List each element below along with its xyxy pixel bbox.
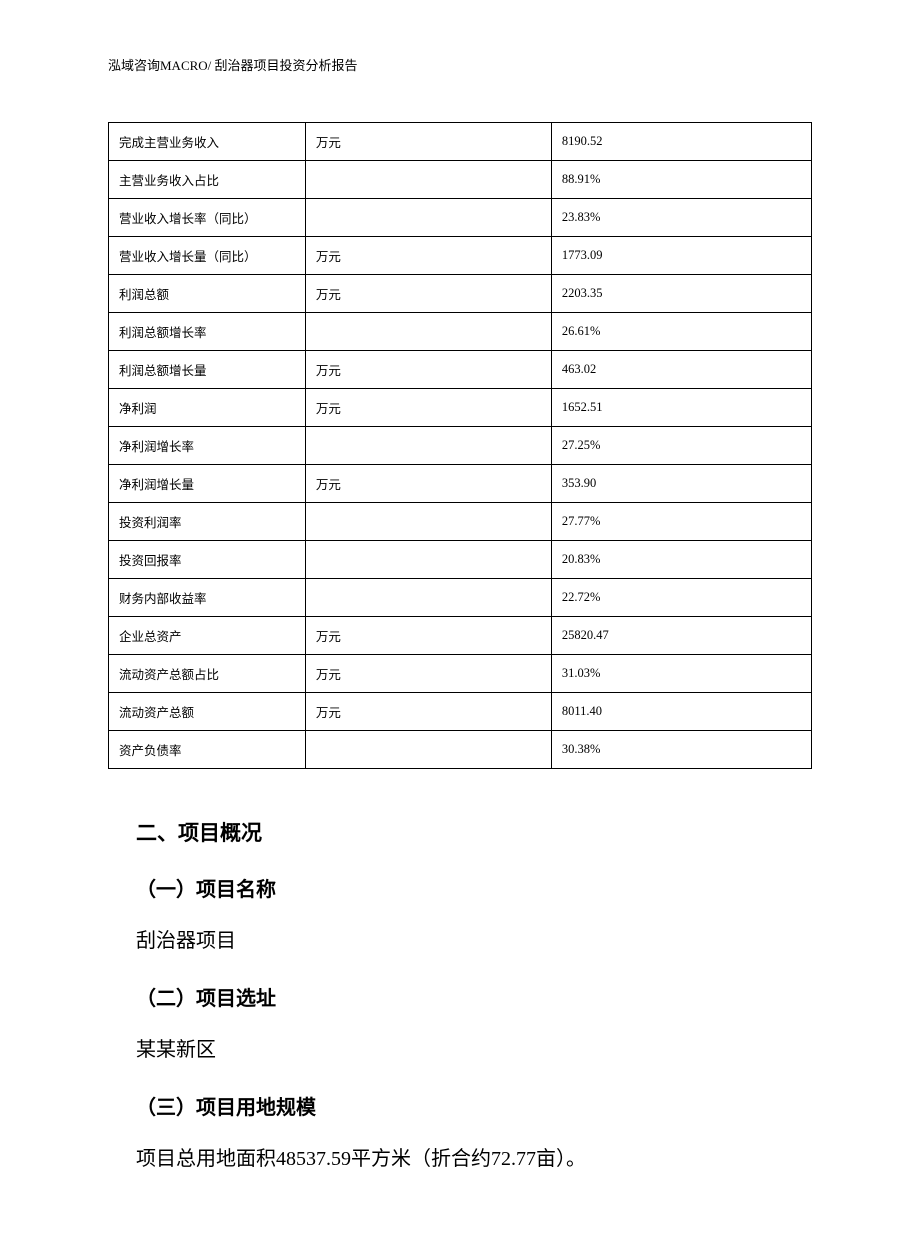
- table-row: 净利润增长率 27.25%: [109, 427, 812, 465]
- row-unit: 万元: [305, 237, 551, 275]
- subsection-heading-3: （三）项目用地规模: [136, 1091, 812, 1120]
- row-label: 流动资产总额: [109, 693, 306, 731]
- row-label: 营业收入增长量（同比）: [109, 237, 306, 275]
- row-unit: [305, 199, 551, 237]
- row-label: 利润总额增长量: [109, 351, 306, 389]
- table-row: 流动资产总额占比 万元 31.03%: [109, 655, 812, 693]
- row-label: 完成主营业务收入: [109, 123, 306, 161]
- table-body: 完成主营业务收入 万元 8190.52 主营业务收入占比 88.91% 营业收入…: [109, 123, 812, 769]
- content-section: 二、项目概况 （一）项目名称 刮治器项目 （二）项目选址 某某新区 （三）项目用…: [108, 817, 812, 1174]
- row-label: 财务内部收益率: [109, 579, 306, 617]
- table-row: 财务内部收益率 22.72%: [109, 579, 812, 617]
- subsection-text-2: 某某新区: [136, 1035, 812, 1065]
- table-row: 主营业务收入占比 88.91%: [109, 161, 812, 199]
- row-label: 主营业务收入占比: [109, 161, 306, 199]
- subsection-text-3: 项目总用地面积48537.59平方米（折合约72.77亩）。: [136, 1144, 812, 1174]
- row-value: 2203.35: [551, 275, 811, 313]
- row-unit: [305, 313, 551, 351]
- row-value: 26.61%: [551, 313, 811, 351]
- row-label: 投资回报率: [109, 541, 306, 579]
- row-unit: [305, 579, 551, 617]
- row-unit: 万元: [305, 655, 551, 693]
- row-label: 流动资产总额占比: [109, 655, 306, 693]
- table-row: 利润总额增长率 26.61%: [109, 313, 812, 351]
- row-label: 净利润: [109, 389, 306, 427]
- row-unit: [305, 503, 551, 541]
- row-value: 8190.52: [551, 123, 811, 161]
- row-unit: [305, 161, 551, 199]
- subsection-heading-2: （二）项目选址: [136, 982, 812, 1011]
- row-label: 利润总额: [109, 275, 306, 313]
- subsection-text-1: 刮治器项目: [136, 926, 812, 956]
- row-value: 8011.40: [551, 693, 811, 731]
- row-value: 27.25%: [551, 427, 811, 465]
- row-label: 利润总额增长率: [109, 313, 306, 351]
- row-label: 资产负债率: [109, 731, 306, 769]
- row-value: 22.72%: [551, 579, 811, 617]
- table-row: 营业收入增长率（同比） 23.83%: [109, 199, 812, 237]
- row-value: 27.77%: [551, 503, 811, 541]
- table-row: 投资利润率 27.77%: [109, 503, 812, 541]
- row-unit: 万元: [305, 351, 551, 389]
- row-value: 25820.47: [551, 617, 811, 655]
- row-unit: [305, 541, 551, 579]
- row-unit: 万元: [305, 617, 551, 655]
- row-unit: 万元: [305, 465, 551, 503]
- table-row: 投资回报率 20.83%: [109, 541, 812, 579]
- row-value: 463.02: [551, 351, 811, 389]
- table-row: 净利润增长量 万元 353.90: [109, 465, 812, 503]
- table-row: 流动资产总额 万元 8011.40: [109, 693, 812, 731]
- row-label: 营业收入增长率（同比）: [109, 199, 306, 237]
- table-row: 完成主营业务收入 万元 8190.52: [109, 123, 812, 161]
- row-unit: [305, 731, 551, 769]
- row-value: 1773.09: [551, 237, 811, 275]
- row-unit: 万元: [305, 389, 551, 427]
- row-value: 88.91%: [551, 161, 811, 199]
- row-unit: 万元: [305, 123, 551, 161]
- row-value: 31.03%: [551, 655, 811, 693]
- financial-data-table: 完成主营业务收入 万元 8190.52 主营业务收入占比 88.91% 营业收入…: [108, 122, 812, 769]
- row-unit: 万元: [305, 275, 551, 313]
- table-row: 企业总资产 万元 25820.47: [109, 617, 812, 655]
- table-row: 资产负债率 30.38%: [109, 731, 812, 769]
- document-header: 泓域咨询MACRO/ 刮治器项目投资分析报告: [108, 55, 812, 74]
- row-value: 353.90: [551, 465, 811, 503]
- row-label: 净利润增长率: [109, 427, 306, 465]
- subsection-heading-1: （一）项目名称: [136, 873, 812, 902]
- section-main-heading: 二、项目概况: [136, 817, 812, 847]
- table-row: 净利润 万元 1652.51: [109, 389, 812, 427]
- row-value: 1652.51: [551, 389, 811, 427]
- table-row: 利润总额增长量 万元 463.02: [109, 351, 812, 389]
- row-label: 企业总资产: [109, 617, 306, 655]
- table-row: 利润总额 万元 2203.35: [109, 275, 812, 313]
- table-row: 营业收入增长量（同比） 万元 1773.09: [109, 237, 812, 275]
- row-value: 20.83%: [551, 541, 811, 579]
- row-value: 23.83%: [551, 199, 811, 237]
- row-label: 投资利润率: [109, 503, 306, 541]
- row-label: 净利润增长量: [109, 465, 306, 503]
- row-unit: 万元: [305, 693, 551, 731]
- row-unit: [305, 427, 551, 465]
- page-container: 泓域咨询MACRO/ 刮治器项目投资分析报告 完成主营业务收入 万元 8190.…: [0, 0, 920, 1250]
- row-value: 30.38%: [551, 731, 811, 769]
